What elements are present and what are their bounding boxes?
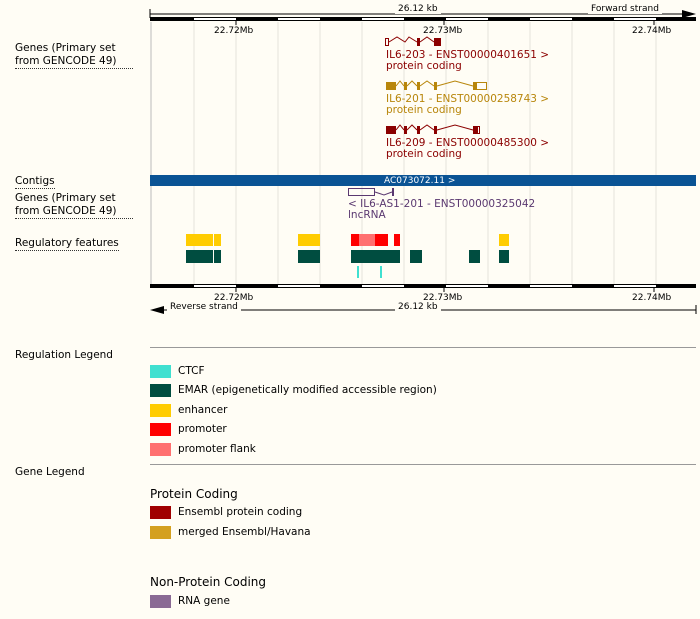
legend-label: EMAR (epigenetically modified accessible… — [178, 384, 437, 396]
reverse-strand-label: Reverse strand — [167, 302, 241, 312]
legend-swatch — [150, 365, 171, 378]
track-label-contigs[interactable]: Contigs — [15, 175, 55, 189]
legend-swatch — [150, 443, 171, 456]
bottom-length-label: 26.12 kb — [395, 302, 441, 312]
transcript-il6-201[interactable] — [386, 80, 487, 90]
legend-label: merged Ensembl/Havana — [178, 526, 311, 538]
top-tick-1: 22.72Mb — [214, 26, 254, 36]
top-tick-2: 22.73Mb — [423, 26, 463, 36]
bottom-tick-3: 22.74Mb — [632, 293, 672, 303]
track-label-genes-reverse[interactable]: Genes (Primary set from GENCODE 49) — [15, 192, 133, 219]
gene-name: IL6-203 - ENST00000401651 > — [386, 49, 550, 61]
regulatory-row-1[interactable] — [186, 234, 509, 246]
top-length-label: 26.12 kb — [395, 4, 441, 14]
non-protein-coding-heading: Non-Protein Coding — [150, 575, 267, 589]
gene-legend-title: Gene Legend — [15, 466, 85, 478]
legend-label: enhancer — [178, 404, 228, 416]
regulatory-row-emar[interactable] — [186, 250, 509, 263]
regulation-legend-divider — [150, 347, 696, 348]
legend-swatch — [150, 506, 171, 519]
legend-label: Ensembl protein coding — [178, 506, 303, 518]
legend-swatch — [150, 595, 171, 608]
gene-legend-divider — [150, 464, 696, 465]
legend-swatch — [150, 526, 171, 539]
gene-biotype: protein coding — [386, 104, 462, 116]
legend-swatch — [150, 384, 171, 397]
legend-swatch — [150, 423, 171, 436]
forward-strand-label: Forward strand — [588, 4, 662, 14]
regulatory-row-ctcf[interactable] — [357, 266, 382, 278]
bottom-tick-1: 22.72Mb — [214, 293, 254, 303]
gene-biotype: protein coding — [386, 60, 462, 72]
top-tick-3: 22.74Mb — [632, 26, 672, 36]
gene-label-il6-as1-201[interactable]: < IL6-AS1-201 - ENST00000325042 lncRNA — [348, 199, 535, 221]
regulation-legend-title: Regulation Legend — [15, 349, 113, 361]
transcript-il6-203[interactable] — [385, 36, 442, 46]
gene-label-il6-209[interactable]: IL6-209 - ENST00000485300 > protein codi… — [386, 138, 549, 160]
genome-browser-panel — [149, 9, 697, 314]
gene-name: IL6-201 - ENST00000258743 > — [386, 93, 550, 105]
legend-label: promoter — [178, 423, 227, 435]
legend-label: CTCF — [178, 365, 205, 377]
legend-swatch — [150, 404, 171, 417]
gene-label-il6-203[interactable]: IL6-203 - ENST00000401651 > protein codi… — [386, 50, 549, 72]
track-label-genes-primary[interactable]: Genes (Primary set from GENCODE 49) — [15, 42, 133, 69]
transcript-il6-209[interactable] — [386, 124, 480, 134]
grid-lines — [193, 22, 657, 285]
gene-label-il6-201[interactable]: IL6-201 - ENST00000258743 > protein codi… — [386, 94, 549, 116]
gene-biotype: protein coding — [386, 148, 462, 160]
legend-label: RNA gene — [178, 595, 230, 607]
protein-coding-heading: Protein Coding — [150, 487, 238, 501]
track-label-regulatory[interactable]: Regulatory features — [15, 237, 119, 251]
gene-name: < IL6-AS1-201 - ENST00000325042 — [348, 198, 536, 210]
gene-biotype: lncRNA — [348, 209, 386, 221]
forward-scale-line — [149, 9, 696, 18]
legend-label: promoter flank — [178, 443, 256, 455]
contig-bar[interactable] — [150, 175, 696, 186]
contig-label[interactable]: AC073072.11 > — [384, 176, 456, 186]
bottom-ruler-bar — [150, 284, 696, 292]
gene-name: IL6-209 - ENST00000485300 > — [386, 137, 550, 149]
transcript-il6-as1-201[interactable] — [348, 188, 395, 196]
bottom-tick-2: 22.73Mb — [423, 293, 463, 303]
top-ruler-bar — [150, 17, 696, 25]
